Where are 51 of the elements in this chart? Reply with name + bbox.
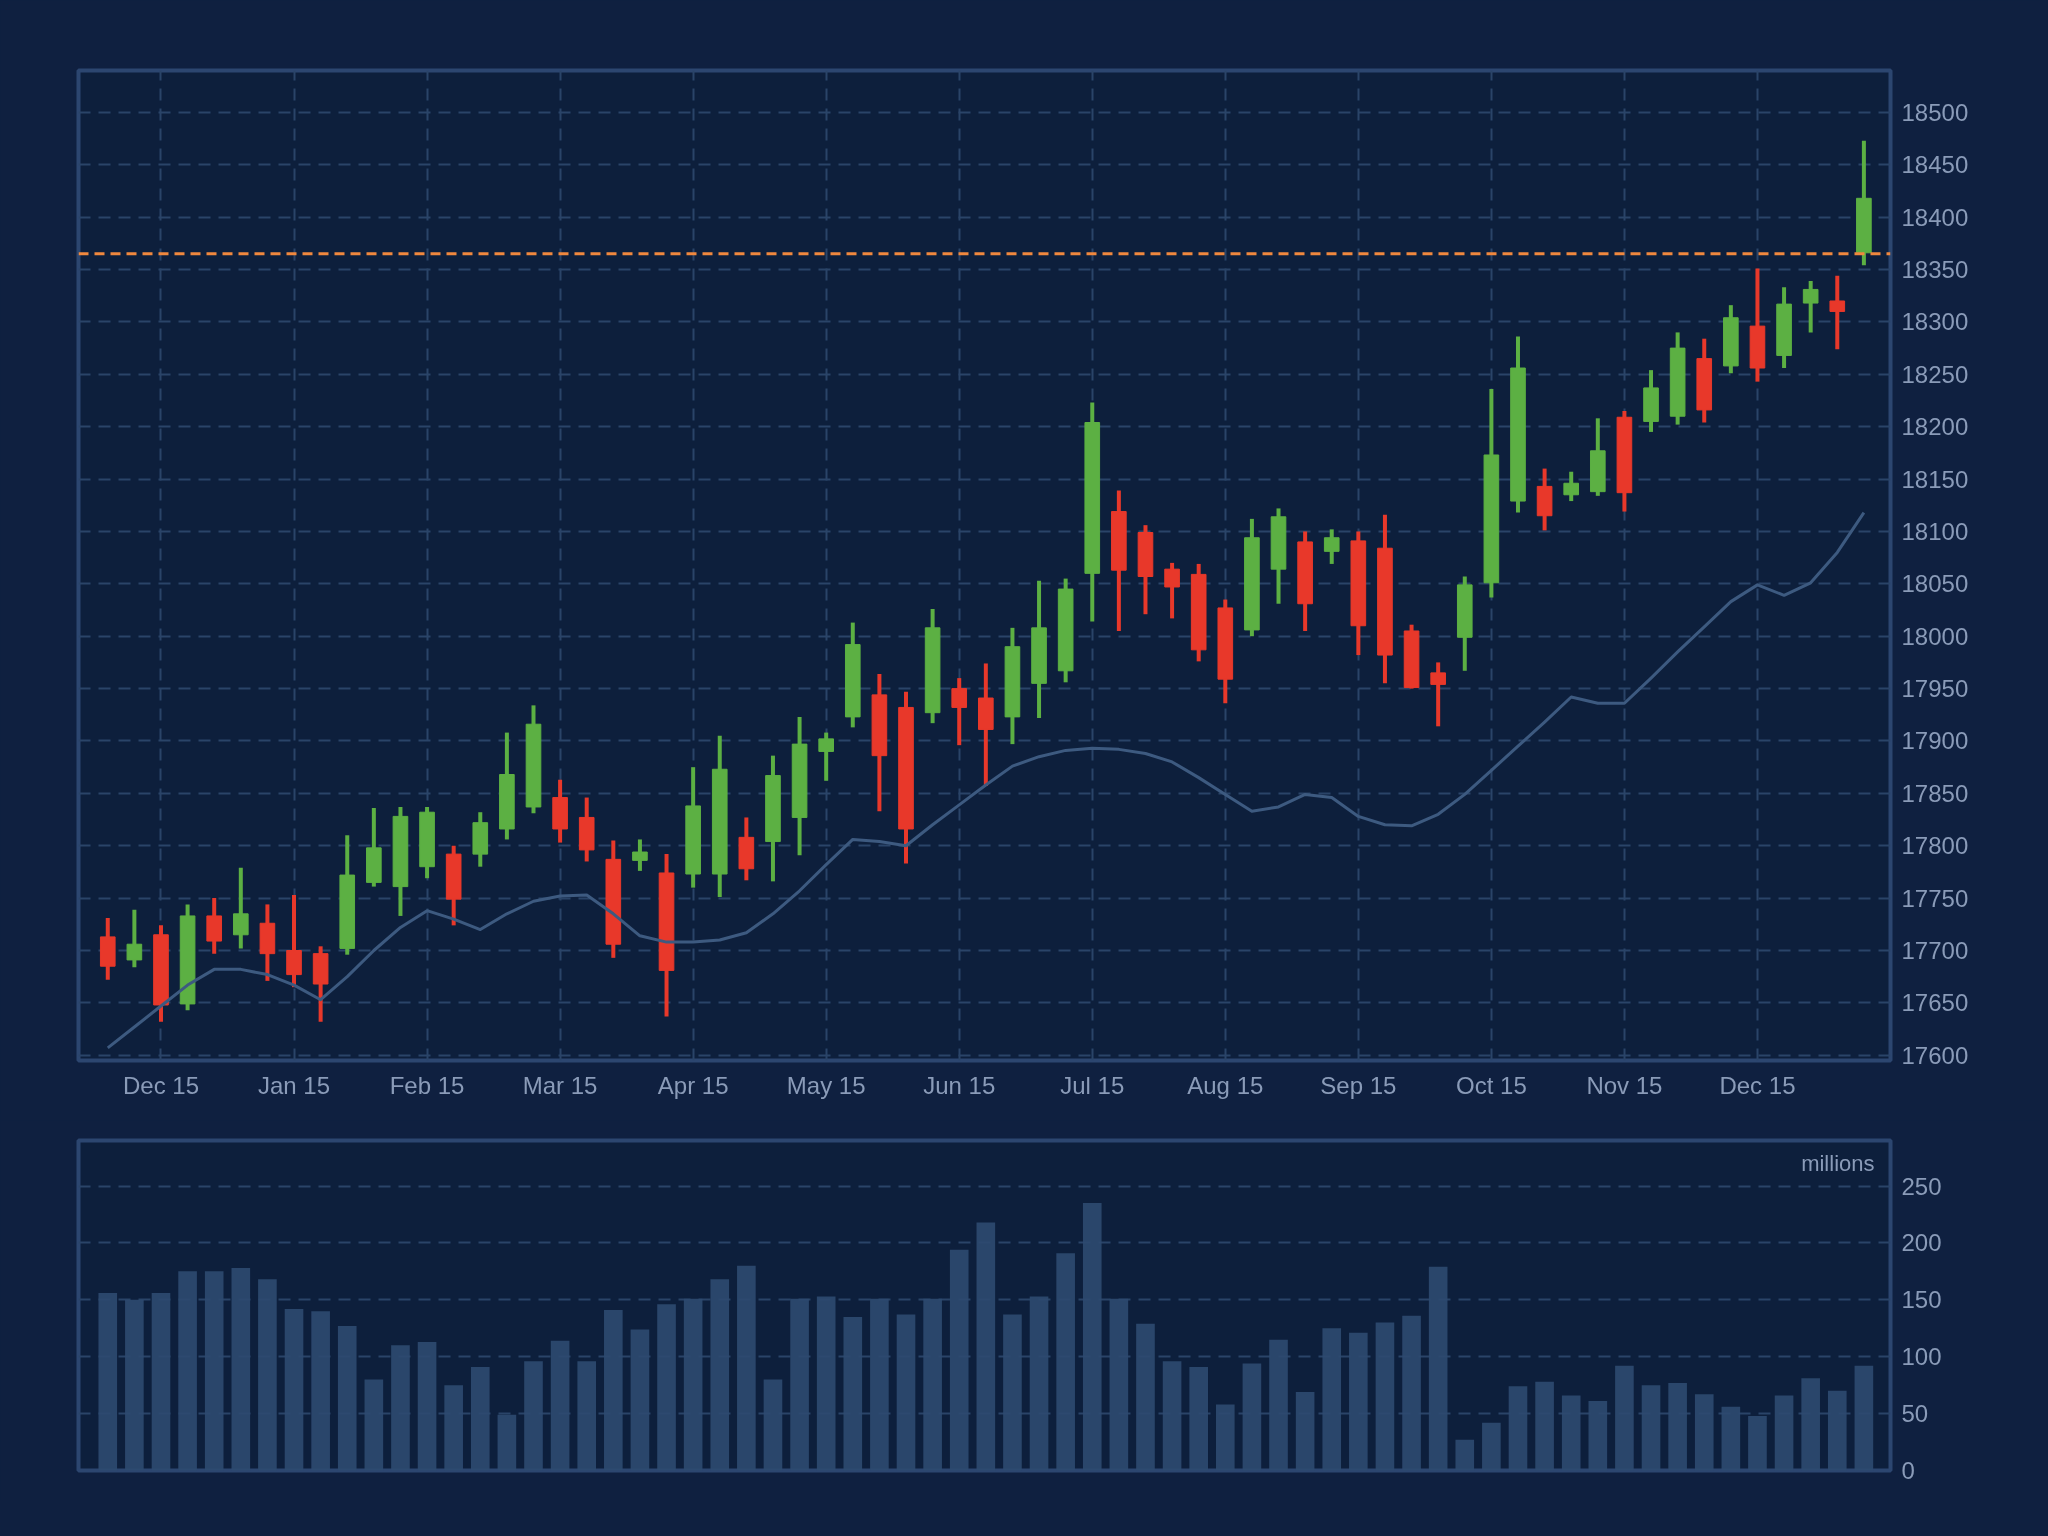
y-tick-label: 18350 bbox=[1901, 256, 1969, 284]
x-tick-label: Jan 15 bbox=[257, 1071, 331, 1099]
y-tick-label: 100 bbox=[1901, 1343, 1942, 1371]
candlestick bbox=[632, 839, 648, 871]
y-tick-label: 18400 bbox=[1901, 203, 1969, 231]
line-series bbox=[106, 511, 1866, 1050]
candlestick bbox=[1563, 471, 1580, 502]
y-tick-label: 17800 bbox=[1901, 832, 1969, 860]
candlestick bbox=[951, 678, 968, 746]
x-tick-label: Sep 15 bbox=[1320, 1071, 1397, 1099]
y-tick-label: 18300 bbox=[1901, 308, 1969, 336]
y-tick-label: 18150 bbox=[1901, 465, 1969, 493]
candlestick bbox=[232, 867, 249, 949]
y-tick-label: 18100 bbox=[1901, 517, 1969, 545]
y-axis-title: millions bbox=[1801, 1150, 1875, 1176]
y-tick-label: 150 bbox=[1901, 1286, 1942, 1314]
x-tick-label: Apr 15 bbox=[657, 1071, 729, 1099]
candlestick bbox=[818, 732, 834, 781]
x-tick-label: Feb 15 bbox=[389, 1071, 465, 1099]
y-tick-label: 17600 bbox=[1901, 1041, 1969, 1069]
x-tick-label: Mar 15 bbox=[522, 1071, 598, 1099]
candlestick bbox=[1829, 275, 1846, 350]
y-tick-label: 250 bbox=[1901, 1172, 1942, 1200]
y-tick-label: 200 bbox=[1901, 1229, 1942, 1257]
x-tick-label: Dec 15 bbox=[122, 1071, 200, 1099]
y-tick-label: 17700 bbox=[1901, 937, 1969, 964]
y-tick-label: 18250 bbox=[1901, 360, 1969, 388]
x-tick-label: Oct 15 bbox=[1456, 1071, 1527, 1099]
candlestick bbox=[1802, 281, 1819, 333]
x-tick-label: Jul 15 bbox=[1060, 1071, 1125, 1099]
y-tick-label: 18000 bbox=[1901, 622, 1969, 650]
x-tick-label: Dec 15 bbox=[1719, 1071, 1796, 1099]
y-tick-label: 18050 bbox=[1901, 570, 1969, 598]
x-tick-label: Jun 15 bbox=[923, 1071, 996, 1099]
x-tick-label: Nov 15 bbox=[1586, 1071, 1663, 1099]
y-tick-label: 0 bbox=[1901, 1457, 1915, 1484]
x-tick-label: Aug 15 bbox=[1187, 1071, 1264, 1099]
candlestick bbox=[1164, 562, 1180, 619]
candlestick bbox=[1323, 529, 1340, 564]
y-tick-label: 18500 bbox=[1901, 98, 1969, 126]
y-tick-label: 17900 bbox=[1901, 727, 1969, 755]
y-tick-label: 17750 bbox=[1901, 884, 1969, 912]
y-tick-label: 17950 bbox=[1901, 675, 1969, 703]
y-tick-label: 18200 bbox=[1901, 413, 1969, 441]
candlestick bbox=[126, 909, 143, 968]
candlestick bbox=[1430, 662, 1446, 727]
y-tick-label: 50 bbox=[1901, 1400, 1929, 1428]
y-tick-label: 17850 bbox=[1901, 779, 1969, 807]
y-tick-label: 17650 bbox=[1901, 989, 1969, 1017]
y-tick-label: 18450 bbox=[1901, 151, 1969, 179]
x-tick-label: May 15 bbox=[786, 1071, 866, 1099]
